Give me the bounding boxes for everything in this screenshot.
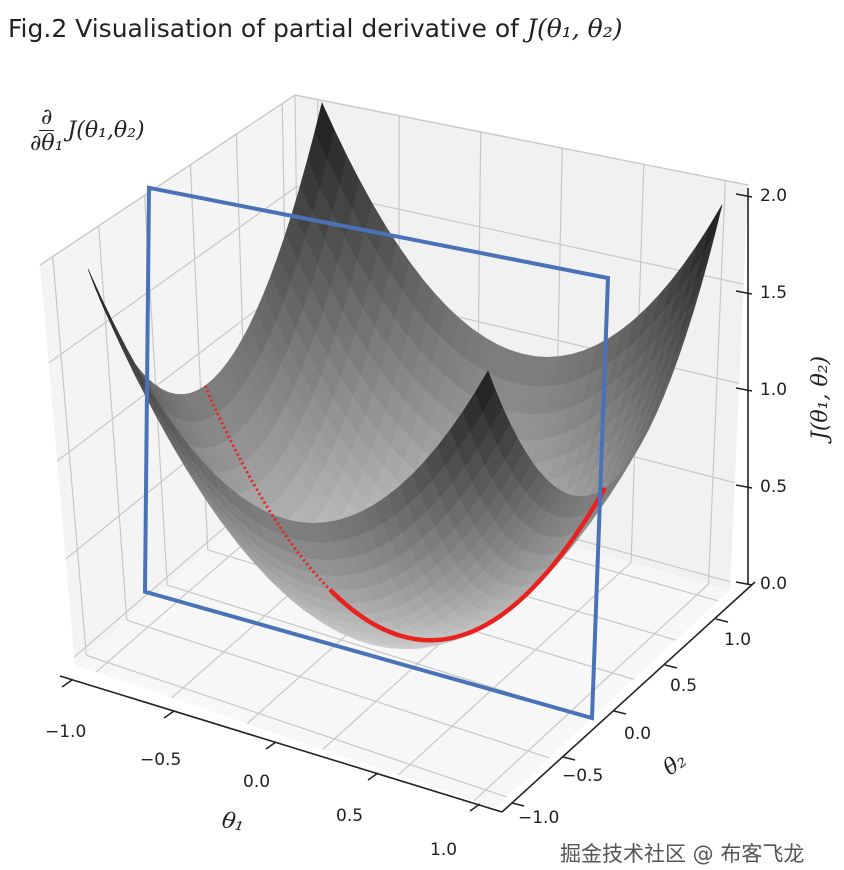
- y-tick-label: 1.0: [724, 630, 752, 650]
- x-axis-label: θ₁: [219, 808, 247, 837]
- y-tick-mark: [511, 802, 525, 807]
- z-tick-mark: [735, 193, 753, 198]
- x-tick-label: 1.0: [430, 840, 458, 860]
- watermark: 掘金技术社区 @ 布客飞龙: [560, 842, 805, 866]
- z-tick-mark: [735, 387, 753, 392]
- fraction: ∂ ∂θ₁: [30, 105, 63, 156]
- x-tick-label: 0.5: [336, 806, 364, 826]
- y-tick-mark: [715, 618, 729, 623]
- x-axis-line: [59, 675, 503, 813]
- title-math: J(θ₁, θ₂): [526, 14, 623, 43]
- floor-gridline: [397, 561, 632, 776]
- partial-derivative-annotation: ∂ ∂θ₁ J(θ₁,θ₂): [30, 105, 145, 156]
- slice-curve-hidden: [203, 385, 332, 591]
- z-tick-mark: [735, 290, 753, 295]
- x-tick-mark: [61, 679, 73, 688]
- x-tick-mark: [163, 710, 175, 719]
- z-tick-label: 0.0: [760, 574, 788, 594]
- left-gridline: [98, 225, 128, 621]
- x-tick-mark: [469, 803, 481, 812]
- left-gridline: [52, 256, 87, 656]
- floor-gridline: [126, 619, 550, 759]
- slice-plane: [142, 185, 611, 721]
- slice-curve: [328, 486, 607, 643]
- y-tick-label: −0.5: [562, 766, 604, 786]
- y-tick-label: 0.0: [624, 724, 652, 744]
- z-tick-label: 1.5: [760, 283, 788, 303]
- z-axis-label: J(θ₁, θ₂): [808, 355, 833, 440]
- x-tick-mark: [367, 772, 379, 781]
- y-tick-label: −1.0: [518, 808, 560, 828]
- x-tick-mark: [265, 741, 277, 750]
- fraction-numerator: ∂: [39, 105, 55, 131]
- y-tick-mark: [613, 710, 627, 715]
- z-tick-label: 2.0: [760, 186, 788, 206]
- y-tick-mark: [562, 756, 576, 761]
- x-tick-label: −1.0: [45, 722, 87, 742]
- z-tick-mark: [735, 484, 753, 489]
- back-gridline: [707, 180, 726, 585]
- surface-patch: [475, 370, 496, 412]
- floor-gridline: [86, 654, 507, 798]
- x-tick-label: 0.0: [243, 772, 271, 792]
- chart-title: Fig.2 Visualisation of partial derivativ…: [8, 14, 623, 43]
- z-tick-label: 1.0: [760, 380, 788, 400]
- y-tick-mark: [664, 664, 678, 669]
- z-tick-label: 0.5: [760, 477, 788, 497]
- z-tick-mark: [735, 581, 753, 586]
- fraction-denominator: ∂θ₁: [30, 131, 64, 156]
- y-tick-label: 0.5: [670, 676, 698, 696]
- annotation-expr: J(θ₁,θ₂): [67, 118, 145, 143]
- title-text: Fig.2 Visualisation of partial derivativ…: [8, 14, 527, 43]
- y-axis-line: [501, 581, 756, 813]
- x-tick-label: −0.5: [140, 750, 182, 770]
